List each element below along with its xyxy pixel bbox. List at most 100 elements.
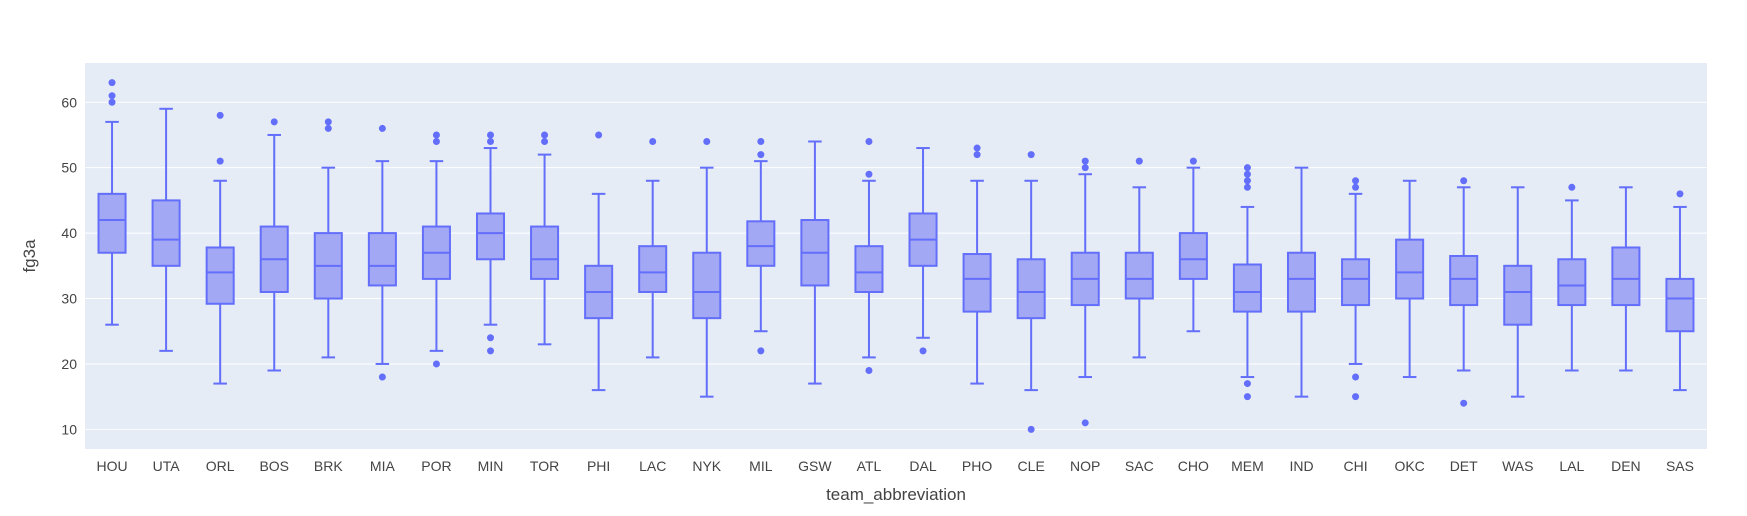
outlier-point [1243,164,1251,172]
y-axis-title: fg3a [20,239,39,273]
x-tick-label: ATL [857,458,882,474]
outlier-point [108,92,116,100]
x-tick-label: CHI [1344,458,1368,474]
box-sac [1124,157,1154,359]
x-tick-label: DEN [1611,458,1641,474]
box-nop [1070,157,1100,427]
box-atl [854,138,884,374]
box-por [421,131,451,368]
iqr-box [475,212,506,261]
iqr-box [367,232,397,287]
iqr-box [1449,255,1479,307]
box-chi [1341,177,1371,401]
x-tick-label: TOR [530,458,559,474]
outlier-point [108,98,116,106]
x-tick-label: ORL [206,458,235,474]
outlier-point [865,366,873,374]
x-tick-label: MEM [1231,458,1264,474]
iqr-box [1178,232,1208,280]
x-tick-label: NOP [1070,458,1100,474]
outlier-point [1352,177,1360,185]
outlier-point [216,111,224,119]
outlier-point [1243,170,1251,178]
box-brk [313,118,343,359]
box-mil [746,138,776,355]
x-tick-label: LAC [639,458,666,474]
box-mem [1232,164,1262,401]
outlier-point [1243,183,1251,191]
y-tick-label: 20 [61,356,77,372]
box-bos [259,118,289,372]
outlier-point [541,131,549,139]
x-tick-label: BOS [259,458,289,474]
box-phi [584,131,614,392]
x-tick-label: SAS [1666,458,1694,474]
iqr-box [1124,251,1154,300]
x-tick-label: WAS [1502,458,1533,474]
outlier-point [1568,183,1576,191]
outlier-point [973,151,981,159]
boxes [97,79,1695,433]
outlier-point [432,138,440,146]
box-mia [367,124,397,381]
box-cle [1016,151,1046,433]
outlier-point [1243,393,1251,401]
outlier-point [1676,190,1684,198]
outlier-point [973,144,981,152]
y-tick-label: 30 [61,291,77,307]
iqr-box [530,225,560,280]
box-cho [1178,157,1208,333]
box-pho [962,144,992,385]
iqr-box [1341,258,1371,307]
outlier-point [1460,399,1468,407]
iqr-box [1557,258,1587,307]
box-det [1449,177,1479,407]
box-lal [1557,183,1587,372]
box-lac [638,138,668,359]
iqr-box [1286,251,1317,313]
x-tick-label: GSW [798,458,832,474]
box-hou [97,79,127,326]
x-tick-labels: HOU UTA ORL BOS BRK MIA POR MIN TOR PHI LAC NYK MIL G… [96,458,1694,474]
iqr-box [962,253,992,313]
x-tick-label: HOU [96,458,127,474]
box-den [1611,186,1641,372]
iqr-box [1503,264,1533,326]
x-tick-label: DET [1450,458,1478,474]
outlier-point [108,79,116,87]
x-tick-label: PHI [587,458,610,474]
y-tick-label: 60 [61,94,77,110]
outlier-point [1081,157,1089,165]
outlier-point [432,360,440,368]
y-gridlines [85,101,1707,430]
x-tick-label: LAL [1559,458,1584,474]
outlier-point [541,138,549,146]
box-gsw [800,140,830,385]
box-orl [205,111,235,385]
x-tick-label: MIA [370,458,396,474]
box-dal [908,147,938,355]
x-tick-label: BRK [314,458,343,474]
outlier-point [1352,373,1360,381]
iqr-box [638,245,668,293]
x-tick-label: NYK [692,458,721,474]
y-tick-label: 10 [61,421,77,437]
outlier-point [270,118,278,126]
outlier-point [432,131,440,139]
outlier-point [324,124,332,132]
iqr-box [97,192,127,254]
x-tick-label: POR [421,458,451,474]
x-tick-label: PHO [962,458,992,474]
x-tick-label: OKC [1394,458,1424,474]
iqr-box [692,251,722,320]
outlier-point [757,151,765,159]
iqr-box [205,246,235,305]
outlier-point [1460,177,1468,185]
outlier-point [1243,177,1251,185]
outlier-point [1352,393,1360,401]
iqr-box [151,199,181,267]
box-uta [151,107,181,352]
outlier-point [487,131,494,139]
outlier-point [1027,151,1035,159]
